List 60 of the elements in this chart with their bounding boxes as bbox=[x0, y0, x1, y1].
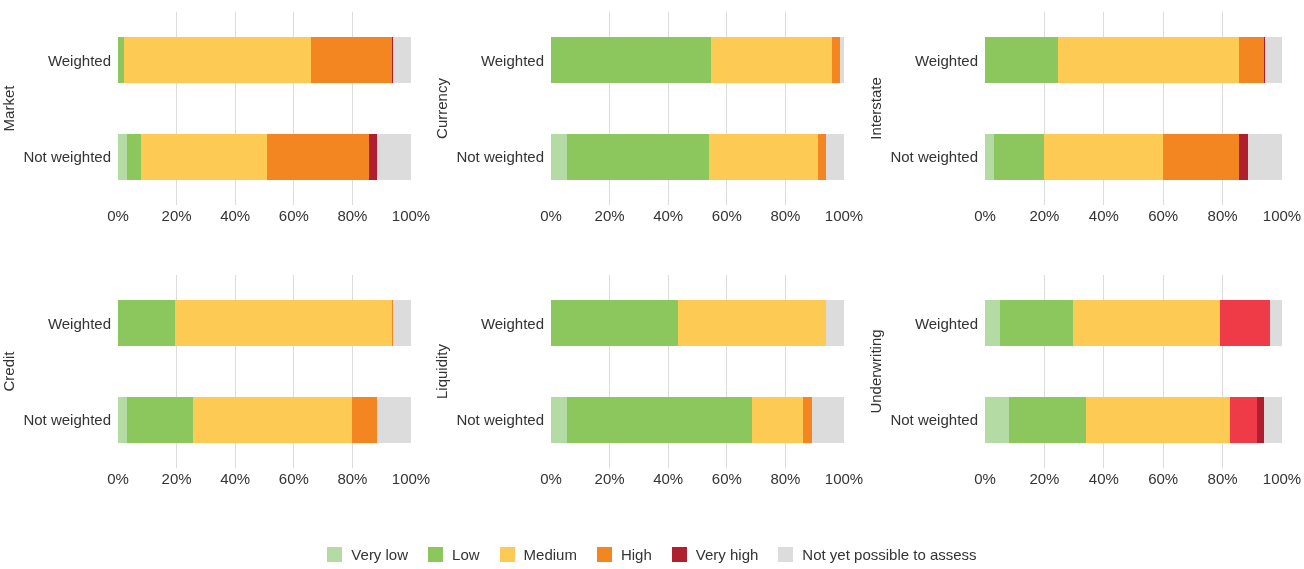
x-tick-label: 20% bbox=[594, 470, 625, 487]
x-tick-label: 20% bbox=[1029, 207, 1060, 224]
x-tick-label: 100% bbox=[824, 470, 864, 487]
x-tick-label: 60% bbox=[1148, 470, 1179, 487]
x-tick-label: 80% bbox=[337, 207, 368, 224]
x-tick-label: 0% bbox=[974, 470, 996, 487]
x-tick-label: 100% bbox=[1262, 207, 1302, 224]
y-axis-title: Interstate bbox=[867, 77, 884, 140]
y-tick-label: Not weighted bbox=[890, 148, 978, 165]
legend-label: Very low bbox=[351, 546, 409, 563]
y-tick-label: Weighted bbox=[47, 51, 111, 69]
x-tick-label: 40% bbox=[653, 207, 684, 224]
x-tick-label: 80% bbox=[770, 470, 801, 487]
x-tick-label: 0% bbox=[540, 207, 562, 224]
x-tick-label: 40% bbox=[653, 470, 684, 487]
x-tick-label: 60% bbox=[278, 207, 309, 224]
x-tick-label: 40% bbox=[220, 207, 251, 224]
y-tick-label: Weighted bbox=[480, 51, 544, 69]
y-tick-label: Not weighted bbox=[23, 411, 111, 428]
x-tick-label: 100% bbox=[391, 207, 431, 224]
x-tick-label: 100% bbox=[391, 470, 431, 487]
y-tick-label: Weighted bbox=[914, 51, 978, 69]
x-tick-label: 20% bbox=[161, 470, 192, 487]
legend-label: Not yet possible to assess bbox=[802, 546, 977, 563]
y-tick-label: Not weighted bbox=[890, 411, 978, 428]
x-tick-label: 80% bbox=[337, 470, 368, 487]
x-tick-label: 80% bbox=[770, 207, 801, 224]
x-tick-label: 100% bbox=[824, 207, 864, 224]
x-tick-label: 80% bbox=[1207, 470, 1238, 487]
y-axis-title: Liquidity bbox=[433, 343, 450, 400]
legend-label: Low bbox=[452, 546, 480, 563]
x-tick-label: 0% bbox=[107, 207, 129, 224]
y-tick-label: Not weighted bbox=[456, 148, 544, 165]
x-tick-label: 40% bbox=[1088, 207, 1119, 224]
x-tick-label: 40% bbox=[220, 470, 251, 487]
x-tick-label: 0% bbox=[974, 207, 996, 224]
y-axis-title: Underwriting bbox=[867, 329, 884, 414]
x-tick-label: 80% bbox=[1207, 207, 1238, 224]
y-tick-label: Weighted bbox=[914, 314, 978, 332]
x-tick-label: 20% bbox=[594, 207, 625, 224]
x-tick-label: 60% bbox=[278, 470, 309, 487]
x-tick-label: 0% bbox=[107, 470, 129, 487]
legend-label: Medium bbox=[523, 546, 577, 563]
legend-label: Very high bbox=[695, 546, 759, 563]
y-axis-title: Currency bbox=[433, 77, 450, 139]
x-tick-label: 60% bbox=[711, 470, 742, 487]
y-tick-label: Not weighted bbox=[23, 148, 111, 165]
x-tick-label: 40% bbox=[1088, 470, 1119, 487]
x-tick-label: 60% bbox=[711, 207, 742, 224]
y-axis-title: Credit bbox=[0, 350, 17, 392]
x-tick-label: 20% bbox=[1029, 470, 1060, 487]
legend-label: High bbox=[620, 546, 652, 563]
x-tick-label: 100% bbox=[1262, 470, 1302, 487]
x-tick-label: 20% bbox=[161, 207, 192, 224]
y-tick-label: Not weighted bbox=[456, 411, 544, 428]
y-tick-label: Weighted bbox=[47, 314, 111, 332]
y-axis-title: Market bbox=[0, 84, 17, 132]
x-tick-label: 0% bbox=[540, 470, 562, 487]
y-tick-label: Weighted bbox=[480, 314, 544, 332]
x-tick-label: 60% bbox=[1148, 207, 1179, 224]
